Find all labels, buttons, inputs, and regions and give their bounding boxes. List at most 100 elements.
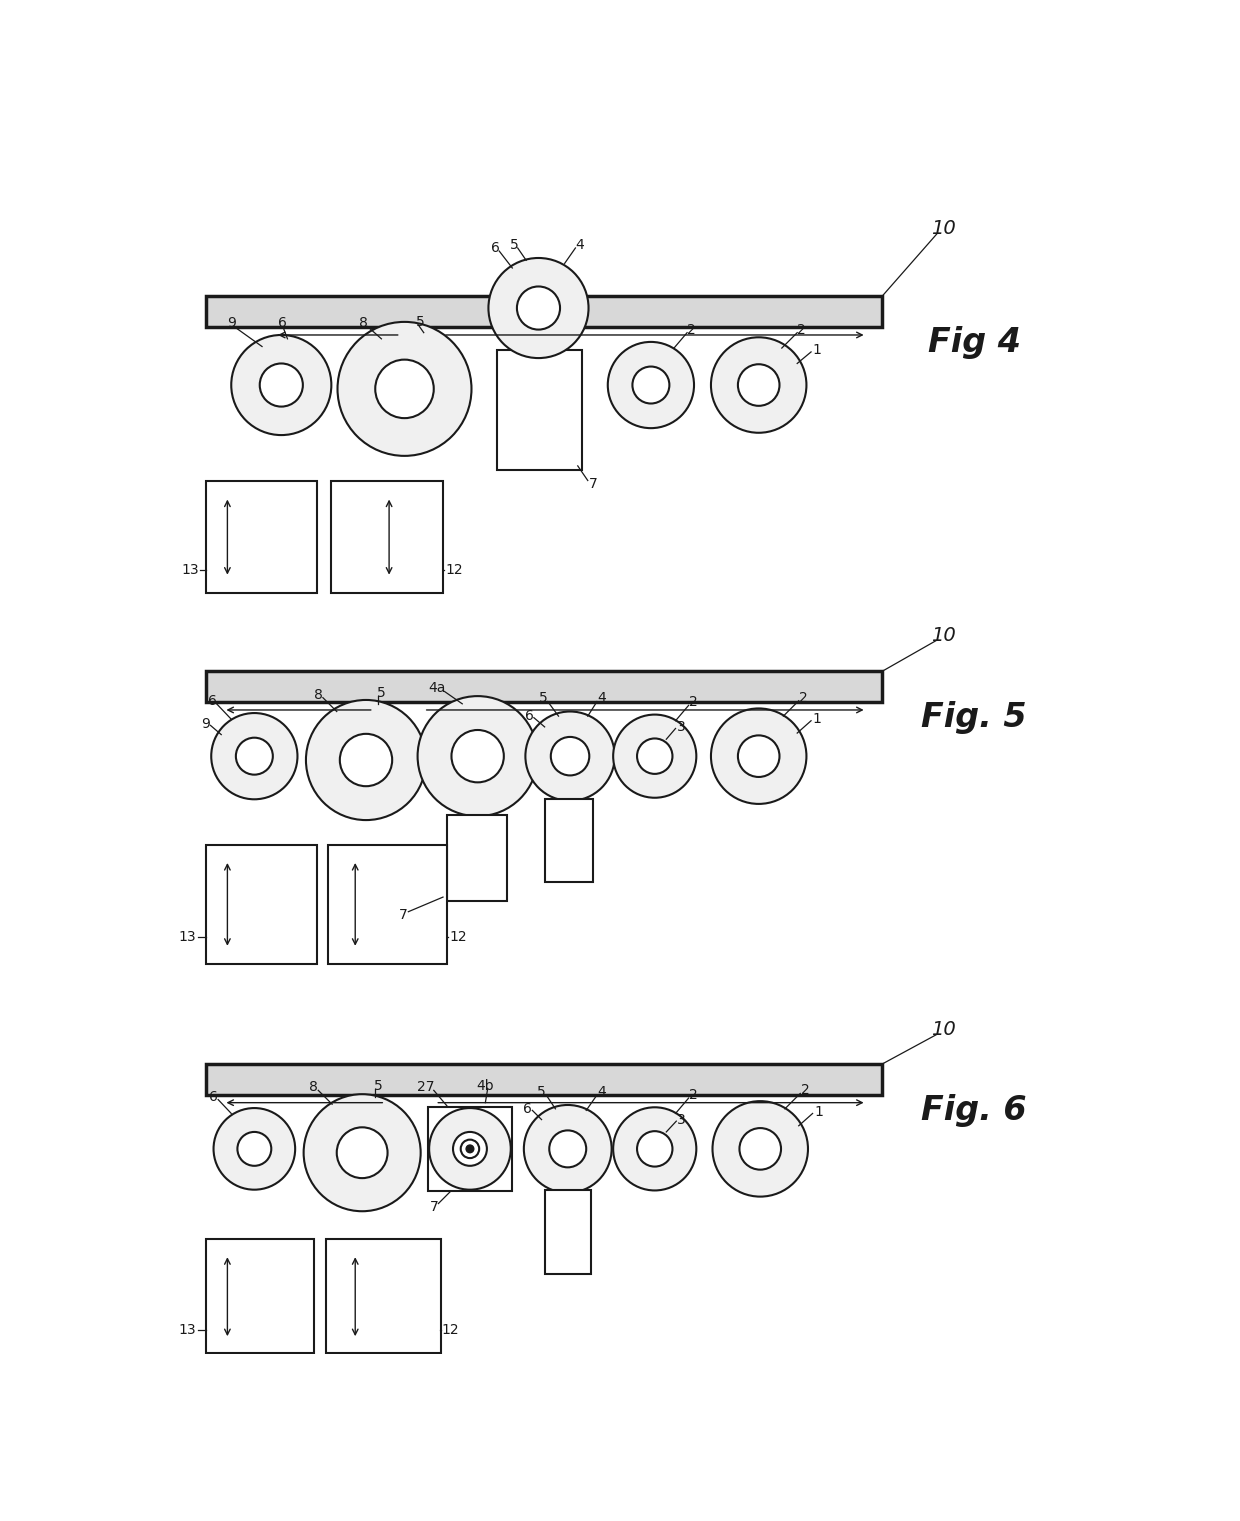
Circle shape	[340, 733, 392, 786]
Circle shape	[608, 342, 694, 427]
Circle shape	[713, 1101, 808, 1197]
Circle shape	[632, 367, 670, 403]
Bar	[206, 671, 882, 703]
Circle shape	[613, 1107, 697, 1191]
Text: 12: 12	[445, 563, 464, 576]
Text: Fig 4: Fig 4	[928, 325, 1021, 359]
Bar	[206, 844, 317, 964]
Text: 8: 8	[309, 1080, 319, 1094]
Circle shape	[337, 322, 471, 456]
Circle shape	[236, 738, 273, 774]
Circle shape	[461, 1139, 479, 1157]
Text: 6: 6	[491, 240, 500, 256]
Circle shape	[237, 1132, 272, 1165]
Text: 5: 5	[374, 1078, 383, 1092]
Text: 2: 2	[797, 322, 806, 336]
Text: Fig. 5: Fig. 5	[921, 701, 1027, 735]
Text: 2: 2	[687, 322, 696, 336]
Circle shape	[637, 739, 672, 774]
Circle shape	[526, 712, 615, 802]
Text: 6: 6	[279, 316, 288, 330]
Text: 13: 13	[181, 563, 200, 576]
Text: 2: 2	[689, 1088, 698, 1103]
Bar	[206, 1065, 882, 1095]
Circle shape	[418, 697, 538, 817]
Bar	[446, 815, 507, 900]
Bar	[206, 1240, 314, 1352]
Text: 5: 5	[510, 237, 518, 252]
Circle shape	[376, 359, 434, 418]
Circle shape	[549, 1130, 587, 1167]
Text: 5: 5	[377, 686, 386, 700]
Circle shape	[451, 730, 503, 782]
Circle shape	[211, 713, 298, 800]
Circle shape	[551, 736, 589, 776]
Text: 27: 27	[418, 1080, 435, 1094]
Text: 10: 10	[931, 219, 956, 239]
Text: 2: 2	[799, 691, 807, 704]
Text: 7: 7	[589, 476, 598, 491]
Text: 9: 9	[227, 316, 236, 330]
Text: 4a: 4a	[428, 681, 445, 695]
Text: 4: 4	[598, 692, 606, 706]
Circle shape	[453, 1132, 487, 1165]
Circle shape	[337, 1127, 388, 1179]
Text: 8: 8	[314, 687, 322, 701]
Text: 13: 13	[179, 1323, 196, 1337]
Text: 7: 7	[398, 908, 407, 922]
Text: 3: 3	[677, 719, 686, 735]
Bar	[544, 1191, 590, 1273]
Text: 1: 1	[812, 712, 822, 726]
Circle shape	[738, 735, 780, 777]
Text: Fig. 6: Fig. 6	[921, 1094, 1027, 1127]
Bar	[206, 481, 317, 593]
Text: 12: 12	[450, 931, 467, 945]
Text: 5: 5	[415, 315, 424, 329]
Circle shape	[304, 1094, 420, 1211]
Text: 6: 6	[523, 1101, 532, 1116]
Circle shape	[465, 1144, 475, 1154]
Circle shape	[231, 335, 331, 435]
Text: 5: 5	[537, 1084, 546, 1098]
Text: 6: 6	[207, 694, 217, 707]
Circle shape	[738, 364, 780, 406]
Circle shape	[637, 1132, 672, 1167]
Circle shape	[523, 1104, 611, 1192]
Circle shape	[489, 259, 589, 357]
Text: 2: 2	[689, 695, 698, 709]
Text: 5: 5	[538, 692, 548, 706]
Text: 13: 13	[179, 931, 196, 945]
Text: 12: 12	[441, 1323, 460, 1337]
Bar	[331, 481, 443, 593]
Text: 4b: 4b	[476, 1078, 495, 1092]
Circle shape	[739, 1129, 781, 1170]
Text: 7: 7	[429, 1200, 438, 1214]
Circle shape	[613, 715, 697, 797]
Bar	[428, 1106, 512, 1191]
Text: 10: 10	[931, 625, 956, 645]
Circle shape	[429, 1109, 511, 1189]
Text: 4: 4	[598, 1084, 606, 1098]
Bar	[206, 297, 882, 327]
Text: 3: 3	[677, 1112, 686, 1127]
Text: 2: 2	[801, 1083, 810, 1097]
Circle shape	[517, 286, 560, 330]
Text: 1: 1	[815, 1104, 823, 1119]
Bar	[327, 844, 446, 964]
Bar	[326, 1240, 441, 1352]
Circle shape	[306, 700, 427, 820]
Circle shape	[711, 338, 806, 433]
Text: 1: 1	[812, 344, 822, 357]
Circle shape	[259, 364, 303, 406]
Text: 4: 4	[575, 237, 584, 252]
Bar	[546, 799, 593, 882]
Text: 10: 10	[931, 1021, 956, 1039]
Bar	[497, 350, 582, 470]
Circle shape	[213, 1109, 295, 1189]
Circle shape	[466, 1145, 474, 1153]
Text: 6: 6	[210, 1089, 218, 1104]
Text: 6: 6	[525, 709, 533, 722]
Text: 9: 9	[201, 716, 211, 730]
Text: 8: 8	[360, 316, 368, 330]
Circle shape	[711, 709, 806, 805]
